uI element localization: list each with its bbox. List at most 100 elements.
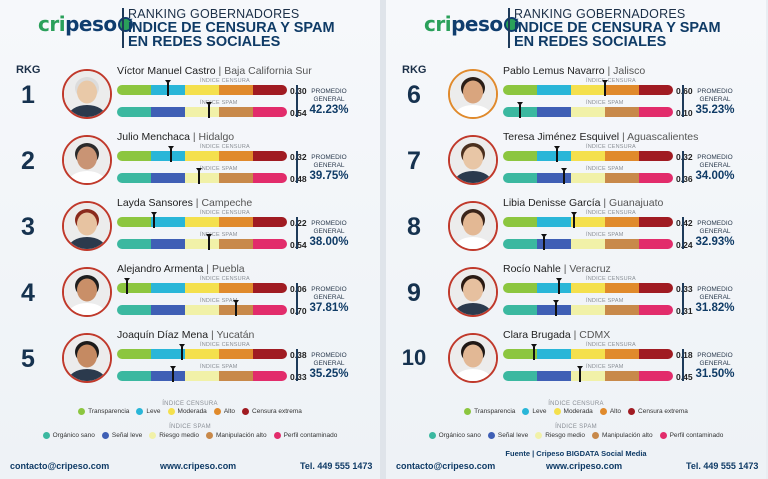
promedio-divider: [682, 217, 684, 249]
spam-segment: [537, 107, 571, 117]
legend-text: Riesgo medio: [545, 432, 585, 439]
governor-name-text: Teresa Jiménez Esquivel: [503, 131, 620, 143]
censura-segment: [219, 217, 253, 227]
contact-email-link[interactable]: contacto@cripeso.com: [396, 461, 496, 471]
governor-photo: [448, 201, 498, 251]
promedio-label-1: PROMEDIO: [697, 154, 733, 161]
spam-marker: [552, 300, 559, 316]
governor-row: 10 Clara Brugada | CDMX ÍNDICE CENSURA 0.18…: [386, 329, 766, 395]
footer: contacto@cripeso.com www.cripeso.com Tel. …: [386, 461, 766, 473]
governor-name-text: Alejandro Armenta: [117, 263, 204, 275]
censura-segment: [537, 283, 571, 293]
spam-marker: [205, 102, 212, 118]
spam-value: 0.48: [290, 174, 307, 184]
spam-marker: [233, 300, 239, 316]
censura-label: ÍNDICE CENSURA: [200, 276, 250, 282]
censura-segment: [503, 349, 537, 359]
legend-dot-icon: [659, 432, 667, 439]
portrait-icon: [64, 137, 110, 183]
legend-dot-icon: [136, 408, 144, 415]
promedio-label: PROMEDIO GENERAL: [688, 220, 742, 235]
legend-item: Señal leve: [487, 432, 528, 439]
censura-marker: [530, 344, 537, 360]
governor-name: Pablo Lemus Navarro | Jalisco: [503, 65, 645, 77]
censura-label: ÍNDICE CENSURA: [586, 144, 636, 150]
logo-ball-icon: [117, 17, 133, 32]
promedio-label: PROMEDIO GENERAL: [688, 88, 742, 103]
portrait-icon: [450, 137, 496, 183]
censura-segment: [605, 283, 639, 293]
censura-label: ÍNDICE CENSURA: [586, 78, 636, 84]
title-line-3: EN REDES SOCIALES: [514, 34, 667, 50]
spam-label: ÍNDICE SPAM: [586, 100, 624, 106]
legend-text: Leve: [532, 408, 547, 415]
spam-label: ÍNDICE SPAM: [586, 232, 624, 238]
rank-number: 5: [21, 345, 35, 373]
title-line-2: ÍNDICE DE CENSURA Y SPAM: [128, 20, 335, 36]
censura-segment: [117, 217, 151, 227]
censura-value: 0.22: [290, 218, 307, 228]
governor-photo: [448, 267, 498, 317]
censura-segment: [185, 217, 219, 227]
spam-segment: [151, 107, 185, 117]
censura-segment: [537, 151, 571, 161]
website-link[interactable]: www.cripeso.com: [160, 461, 237, 471]
censura-value: 0.60: [676, 86, 693, 96]
governor-name: Libia Denisse García | Guanajuato: [503, 197, 663, 209]
spam-bar: [503, 239, 673, 249]
promedio-label-2: GENERAL: [313, 161, 345, 169]
legend-dot-icon: [464, 408, 472, 415]
legend-item: Orgánico sano: [42, 432, 95, 439]
spam-segment: [185, 239, 219, 249]
spam-segment: [117, 371, 151, 381]
censura-segment: [151, 283, 185, 293]
rank-number: 10: [401, 345, 427, 370]
governor-name-text: Julio Menchaca: [117, 131, 190, 143]
spam-segment: [219, 107, 253, 117]
censura-marker: [178, 344, 185, 360]
legend-dot-icon: [149, 432, 157, 439]
legend-item: Leve: [136, 408, 161, 415]
spam-label: ÍNDICE SPAM: [200, 298, 238, 304]
spam-segment: [117, 107, 151, 117]
legend-spam: Orgánico sano Señal leve Riesgo medio Manip…: [0, 432, 380, 439]
legend-item: Señal leve: [101, 432, 142, 439]
promedio-divider: [682, 151, 684, 183]
governor-photo: [62, 267, 112, 317]
spam-value: 0.70: [290, 306, 307, 316]
promedio-value: 39.75%: [309, 170, 349, 182]
rank-number: 8: [407, 213, 421, 241]
governor-row: 3 Layda Sansores | Campeche ÍNDICE CENSURA…: [0, 197, 380, 263]
legend-dot-icon: [213, 408, 221, 415]
logo-text-b: peso: [451, 12, 503, 36]
spam-segment: [117, 173, 151, 183]
promedio-label-1: PROMEDIO: [311, 220, 347, 227]
spam-value: 0.36: [676, 174, 693, 184]
censura-segment: [253, 151, 287, 161]
censura-segment: [219, 283, 253, 293]
censura-label: ÍNDICE CENSURA: [200, 210, 250, 216]
governor-state: Guanajuato: [609, 197, 664, 209]
censura-segment: [639, 283, 673, 293]
spam-bar: [503, 173, 673, 183]
spam-segment: [503, 371, 537, 381]
contact-email-link[interactable]: contacto@cripeso.com: [10, 461, 110, 471]
promedio-divider: [682, 349, 684, 381]
spam-segment: [253, 173, 287, 183]
rank-number: 7: [407, 147, 421, 175]
governor-name-text: Clara Brugada: [503, 329, 571, 341]
censura-segment: [253, 217, 287, 227]
title-divider: [508, 8, 510, 48]
title-line-3: EN REDES SOCIALES: [128, 34, 281, 50]
spam-bar: [117, 239, 287, 249]
promedio-label-1: PROMEDIO: [311, 352, 347, 359]
legend-item: Transparencia: [464, 408, 515, 415]
promedio-label-2: GENERAL: [699, 95, 731, 103]
website-link[interactable]: www.cripeso.com: [546, 461, 623, 471]
legend-item: Manipulación alto: [205, 432, 267, 439]
legend-item: Riesgo medio: [149, 432, 199, 439]
censura-segment: [571, 85, 605, 95]
censura-segment: [117, 85, 151, 95]
spam-segment: [151, 371, 185, 381]
